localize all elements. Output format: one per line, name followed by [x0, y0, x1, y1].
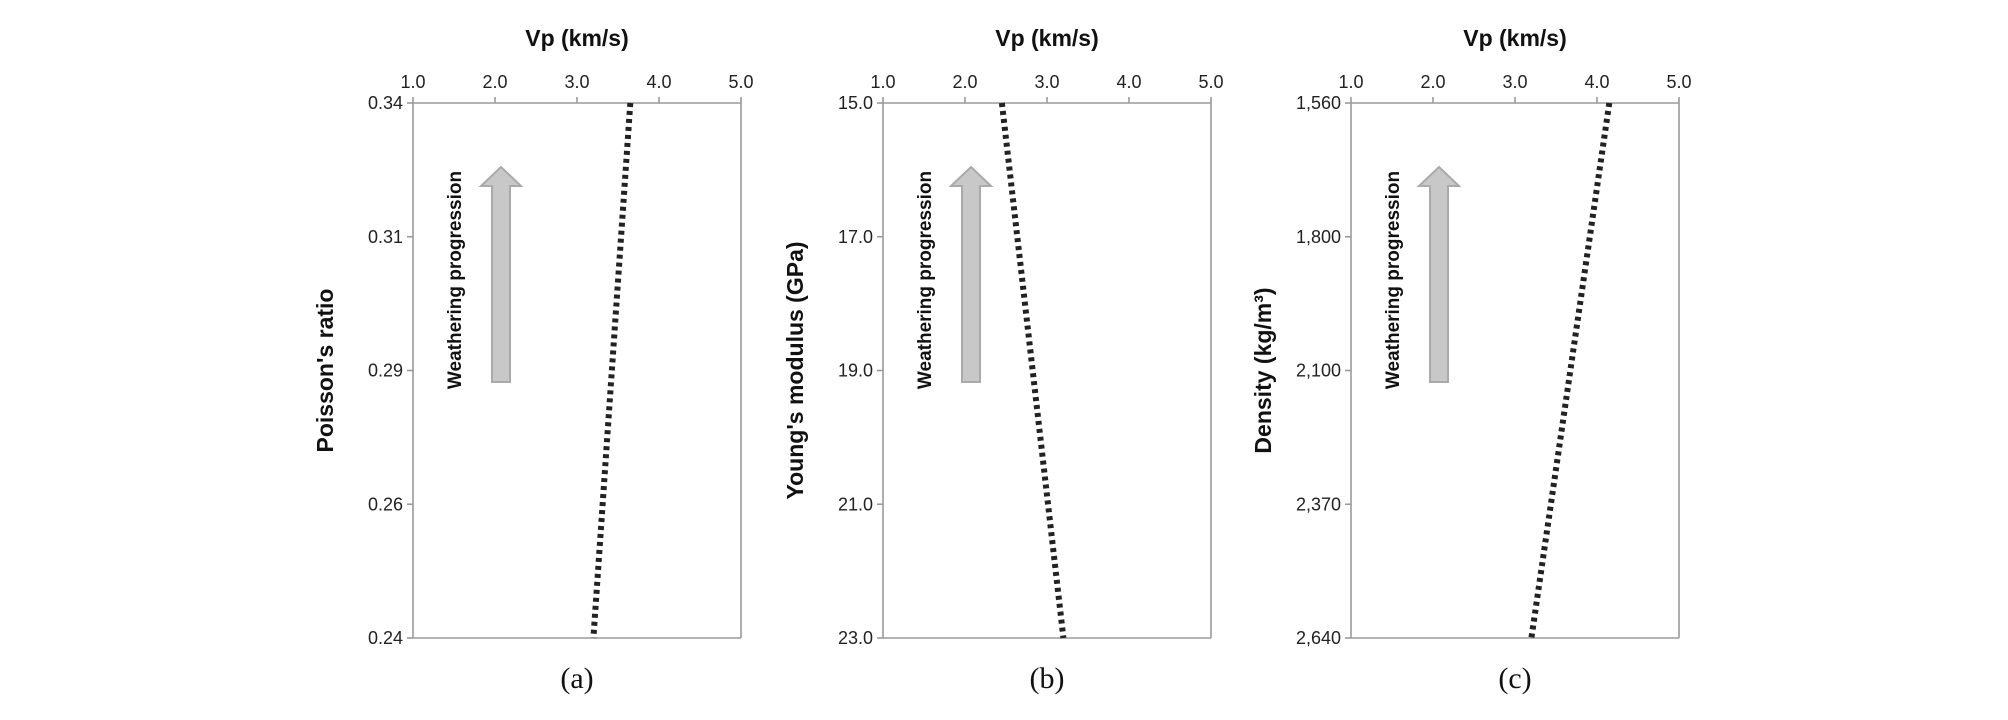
y-tick-label: 2,640 — [1296, 628, 1341, 648]
y-tick-label: 19.0 — [838, 361, 873, 381]
y-axis-title: Young's modulus (GPa) — [782, 241, 808, 499]
up-arrow-icon — [1416, 165, 1462, 383]
y-tick-label: 0.29 — [368, 361, 403, 381]
weathering-annotation: Weathering progression — [445, 171, 466, 389]
trend-line — [998, 102, 1067, 639]
y-axis-title: Poisson's ratio — [312, 289, 338, 453]
x-tick-label: 3.0 — [1034, 72, 1059, 92]
panel-a: 1.0 2.0 3.0 4.0 5.0 0.34 0.31 0.29 0.26 0.24 Vp (k… — [312, 25, 754, 695]
x-axis-title: Vp (km/s) — [525, 25, 629, 51]
y-tick-label: 0.24 — [368, 628, 403, 648]
trend-line — [590, 102, 634, 639]
x-tick-label: 2.0 — [952, 72, 977, 92]
panel-label: (b) — [1030, 662, 1065, 695]
x-tick-label: 3.0 — [1502, 72, 1527, 92]
y-tick-label: 17.0 — [838, 227, 873, 247]
y-tick-label: 0.26 — [368, 494, 403, 514]
trend-line — [1528, 102, 1613, 639]
x-tick-label: 1.0 — [400, 72, 425, 92]
y-axis-title: Density (kg/m³) — [1250, 287, 1276, 453]
panel-label: (a) — [560, 662, 593, 695]
panel-c: 1.0 2.0 3.0 4.0 5.0 1,560 1,800 2,100 2,370 2,640… — [1250, 25, 1692, 695]
x-tick-label: 5.0 — [1198, 72, 1223, 92]
x-tick-label: 4.0 — [1584, 72, 1609, 92]
x-tick-label: 4.0 — [646, 72, 671, 92]
weathering-annotation: Weathering progression — [1383, 171, 1404, 389]
y-tick-label: 15.0 — [838, 93, 873, 113]
x-axis-title: Vp (km/s) — [1463, 25, 1567, 51]
y-tick-label: 21.0 — [838, 494, 873, 514]
y-tick-label: 1,560 — [1296, 93, 1341, 113]
x-tick-label: 5.0 — [728, 72, 753, 92]
y-tick-label: 2,100 — [1296, 361, 1341, 381]
x-tick-label: 4.0 — [1116, 72, 1141, 92]
x-axis-title: Vp (km/s) — [995, 25, 1099, 51]
x-tick-label: 1.0 — [870, 72, 895, 92]
x-tick-label: 2.0 — [1420, 72, 1445, 92]
y-tick-label: 0.34 — [368, 93, 403, 113]
x-tick-label: 2.0 — [482, 72, 507, 92]
y-tick-label: 23.0 — [838, 628, 873, 648]
x-tick-label: 3.0 — [564, 72, 589, 92]
panel-b: 1.0 2.0 3.0 4.0 5.0 15.0 17.0 19.0 21.0 23.0 Vp (k… — [782, 25, 1224, 695]
y-tick-label: 2,370 — [1296, 494, 1341, 514]
y-tick-label: 1,800 — [1296, 227, 1341, 247]
weathering-annotation: Weathering progression — [915, 171, 936, 389]
panel-label: (c) — [1498, 662, 1531, 695]
x-tick-label: 5.0 — [1666, 72, 1691, 92]
y-tick-label: 0.31 — [368, 227, 403, 247]
up-arrow-icon — [478, 165, 524, 383]
up-arrow-icon — [948, 165, 994, 383]
x-tick-label: 1.0 — [1338, 72, 1363, 92]
